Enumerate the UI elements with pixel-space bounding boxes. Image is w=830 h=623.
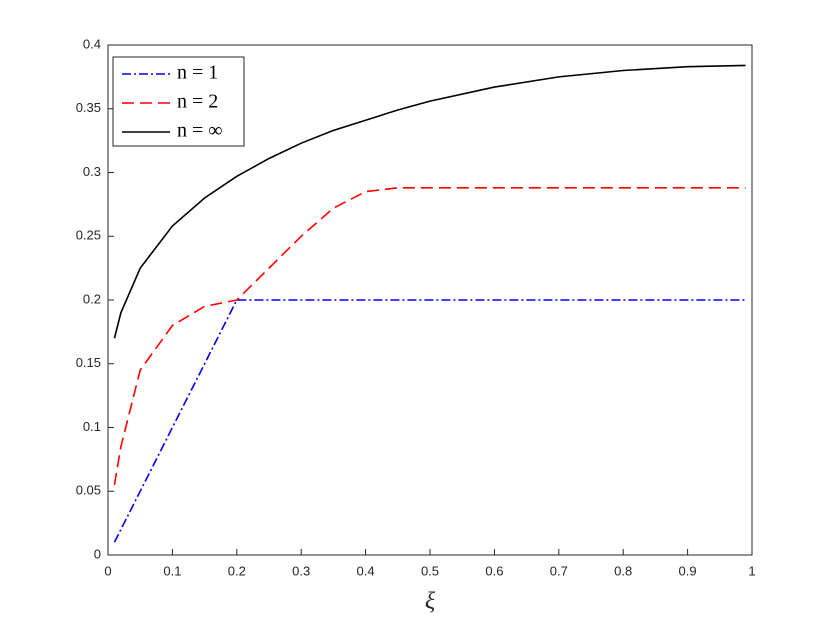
series-line: [113, 64, 746, 339]
x-tick-label: 0.9: [679, 563, 697, 578]
x-tick-label: 0.6: [485, 563, 503, 578]
y-tick-label: 0.2: [83, 291, 101, 306]
x-tick-label: 0: [104, 563, 111, 578]
x-tick-label: 0.3: [292, 563, 310, 578]
y-tick-label: 0: [94, 546, 101, 561]
legend-label: n = 2: [177, 91, 218, 113]
y-tick-label: 0.35: [76, 100, 101, 115]
y-tick-label: 0.15: [76, 355, 101, 370]
x-tick-label: 0.5: [421, 563, 439, 578]
x-axis-label: ξ: [425, 589, 436, 615]
x-tick-label: 0.2: [228, 563, 246, 578]
y-tick-label: 0.05: [76, 483, 101, 498]
y-tick-label: 0.3: [83, 164, 101, 179]
x-tick-label: 0.1: [163, 563, 181, 578]
legend-label: n = 1: [177, 62, 218, 84]
y-tick-label: 0.25: [76, 228, 101, 243]
y-tick-label: 0.4: [83, 36, 101, 51]
legend-box: [112, 56, 245, 147]
x-tick-label: 1: [748, 563, 755, 578]
x-tick-label: 0.4: [357, 563, 375, 578]
y-tick-label: 0.1: [83, 419, 101, 434]
x-tick-label: 0.8: [614, 563, 632, 578]
x-tick-label: 0.7: [550, 563, 568, 578]
series-line: [113, 299, 746, 543]
legend-label: n = ∞: [177, 120, 223, 142]
series-line: [113, 187, 746, 486]
